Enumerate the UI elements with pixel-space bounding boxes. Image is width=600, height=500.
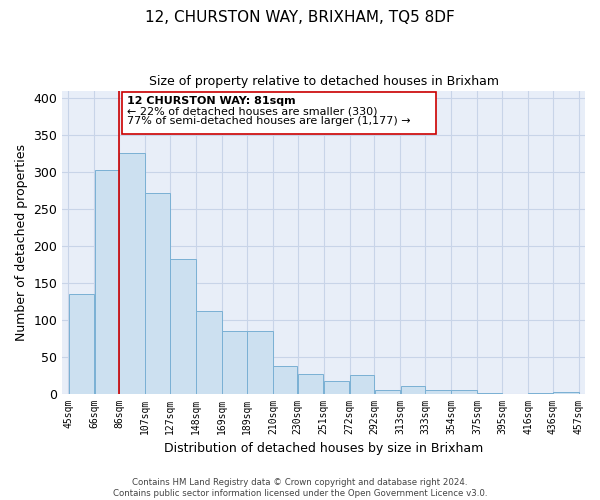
Bar [401,386,425,394]
Text: ← 22% of detached houses are smaller (330): ← 22% of detached houses are smaller (33… [127,106,377,116]
Bar [119,154,145,394]
X-axis label: Distribution of detached houses by size in Brixham: Distribution of detached houses by size … [164,442,483,455]
Title: Size of property relative to detached houses in Brixham: Size of property relative to detached ho… [149,75,499,88]
Bar [553,392,578,394]
Bar [247,332,272,394]
Bar [528,393,553,394]
Bar [196,311,222,394]
Bar [68,294,94,394]
Bar [451,390,477,394]
Bar [95,170,119,394]
Text: Contains HM Land Registry data © Crown copyright and database right 2024.
Contai: Contains HM Land Registry data © Crown c… [113,478,487,498]
Bar [350,375,374,394]
Text: 77% of semi-detached houses are larger (1,177) →: 77% of semi-detached houses are larger (… [127,116,410,126]
Text: 12 CHURSTON WAY: 81sqm: 12 CHURSTON WAY: 81sqm [127,96,295,106]
Bar [145,194,170,394]
Bar [324,381,349,394]
Y-axis label: Number of detached properties: Number of detached properties [15,144,28,340]
Bar [170,259,196,394]
Bar [374,390,400,394]
Bar [425,390,451,394]
FancyBboxPatch shape [122,92,436,134]
Bar [273,366,298,394]
Bar [222,332,247,394]
Text: 12, CHURSTON WAY, BRIXHAM, TQ5 8DF: 12, CHURSTON WAY, BRIXHAM, TQ5 8DF [145,10,455,25]
Bar [478,393,502,394]
Bar [298,374,323,394]
